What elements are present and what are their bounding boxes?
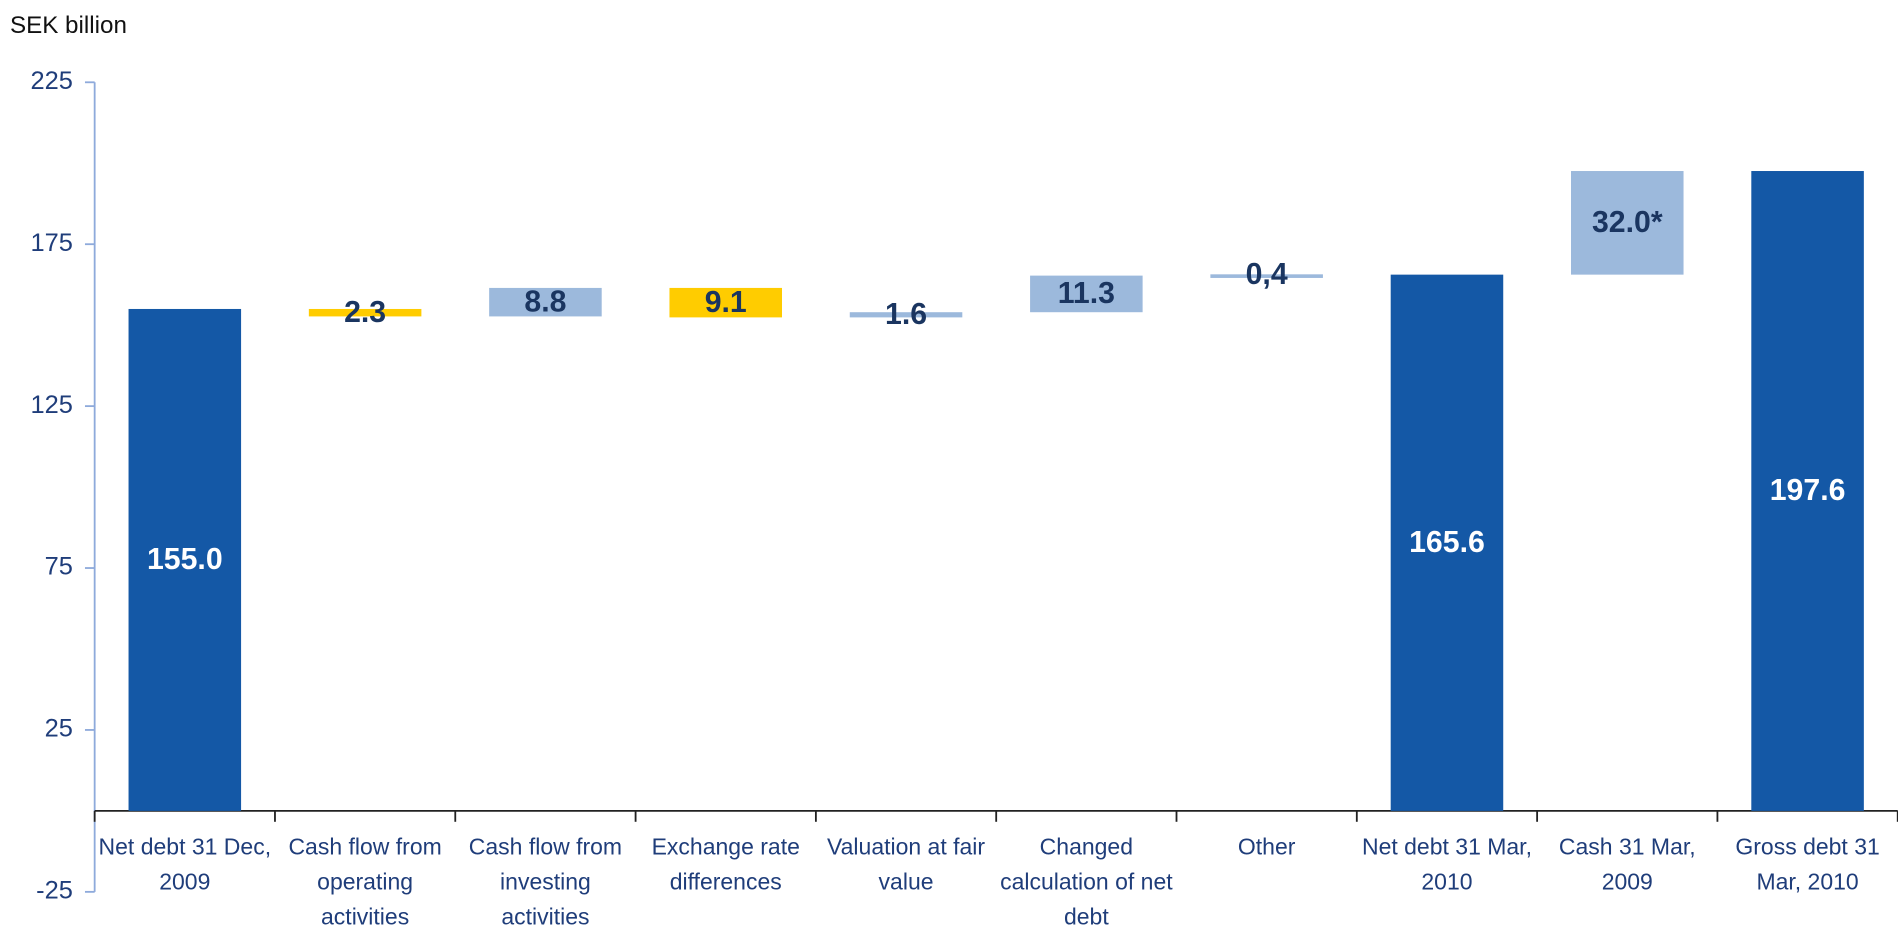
- x-tick-label: Net debt 31 Mar, 2010: [1361, 835, 1532, 896]
- x-tick-label-box: Other: [1237, 835, 1296, 861]
- x-tick-label-box: Net debt 31 Dec, 2009: [98, 835, 272, 896]
- x-tick-label-box: Valuation at fair value: [827, 835, 986, 896]
- bar-value-label: 2.3: [344, 296, 386, 329]
- bar-value-label: 197.6: [1770, 474, 1846, 507]
- bar-value-label: 9.1: [705, 286, 747, 319]
- bar: [669, 287, 783, 318]
- x-tick-label: Valuation at fair value: [827, 835, 986, 896]
- x-tick-label: Cash 31 Mar, 2009: [1558, 835, 1696, 896]
- y-tick-label: -25: [36, 877, 73, 905]
- x-tick-label: Cash flow from operating activities: [288, 835, 442, 931]
- bar-value-label: 0,4: [1246, 258, 1288, 291]
- axis-unit-label: SEK billion: [10, 12, 127, 39]
- bar: [1030, 275, 1143, 313]
- x-tick-label: Cash flow from investing activities: [468, 835, 623, 931]
- x-tick-label-box: Changed calculation of net debt: [1000, 835, 1173, 931]
- x-tick-label: Net debt 31 Dec, 2009: [98, 835, 272, 896]
- bar: [308, 308, 422, 317]
- y-tick-label: 75: [45, 553, 73, 581]
- bar: [128, 308, 242, 811]
- y-tick-label: 225: [30, 67, 72, 95]
- bar: [1571, 171, 1684, 275]
- bar: [849, 312, 963, 318]
- x-tick-label: Other: [1237, 835, 1296, 861]
- bar: [1751, 171, 1864, 811]
- x-tick-label: Exchange rate differences: [651, 835, 800, 896]
- bar-value-label: 32.0*: [1592, 206, 1663, 239]
- bar: [489, 287, 602, 317]
- bar-value-label: 11.3: [1058, 277, 1115, 310]
- bar: [1390, 274, 1504, 811]
- bar-value-label: 165.6: [1409, 526, 1485, 559]
- x-tick-label: Gross debt 31 Mar, 2010: [1735, 835, 1880, 896]
- x-tick-label-box: Cash 31 Mar, 2009: [1558, 835, 1696, 896]
- bar: [1210, 274, 1323, 278]
- x-tick-label-box: Net debt 31 Mar, 2010: [1361, 835, 1532, 896]
- x-tick-label-box: Cash flow from operating activities: [288, 835, 442, 931]
- x-tick-label: Changed calculation of net debt: [1000, 835, 1173, 931]
- x-tick-label-box: Gross debt 31 Mar, 2010: [1735, 835, 1880, 896]
- x-tick-label-box: Exchange rate differences: [651, 835, 800, 896]
- bar-value-label: 8.8: [524, 285, 566, 318]
- y-tick-label: 175: [30, 229, 72, 257]
- y-tick-label: 125: [30, 391, 72, 419]
- bar-value-label: 1.6: [885, 298, 927, 331]
- y-tick-label: 25: [45, 715, 73, 743]
- bar-value-label: 155.0: [147, 543, 223, 576]
- x-tick-label-box: Cash flow from investing activities: [468, 835, 623, 931]
